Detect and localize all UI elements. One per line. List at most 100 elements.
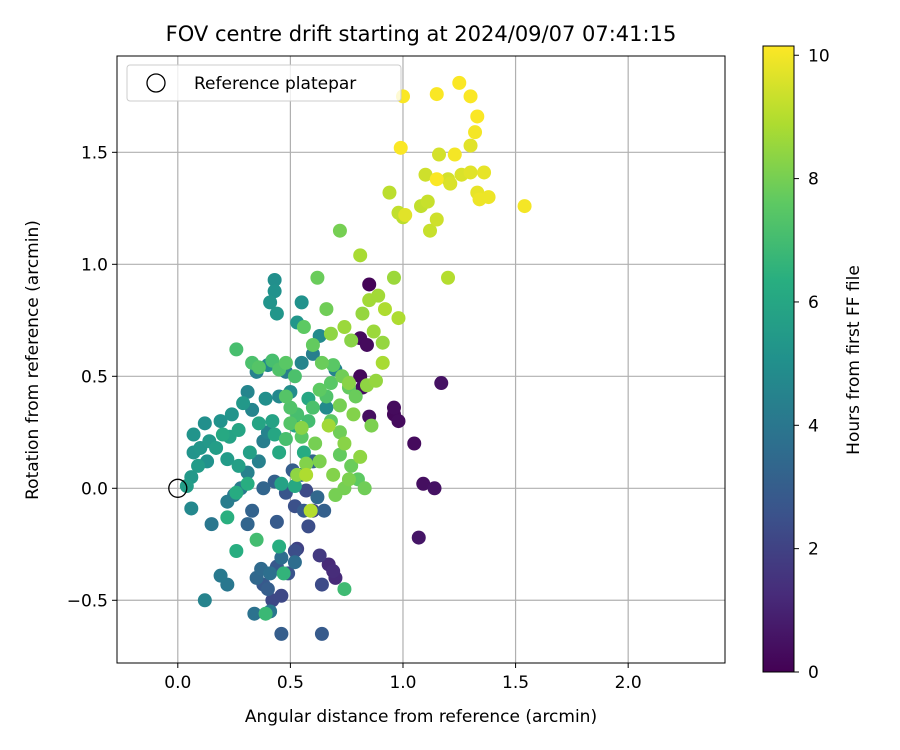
data-point	[411, 530, 426, 545]
data-point	[429, 212, 444, 227]
data-point	[359, 337, 374, 352]
data-point	[251, 454, 266, 469]
data-point	[470, 109, 485, 124]
data-point	[326, 564, 341, 579]
data-point	[312, 548, 327, 563]
colorbar-tick-label: 10	[808, 46, 830, 66]
data-point	[299, 456, 314, 471]
data-point	[263, 566, 278, 581]
data-point	[346, 407, 361, 422]
chart-title: FOV centre drift starting at 2024/09/07 …	[166, 22, 677, 46]
colorbar	[762, 45, 795, 673]
x-tick-label: 0.0	[164, 673, 191, 693]
data-point	[326, 358, 341, 373]
data-point	[287, 555, 302, 570]
data-point	[323, 326, 338, 341]
data-point	[468, 125, 483, 140]
data-point	[375, 355, 390, 370]
plot-frame	[116, 55, 726, 664]
data-point	[220, 510, 235, 525]
data-point	[269, 306, 284, 321]
data-point	[420, 194, 435, 209]
data-point	[249, 532, 264, 547]
reference-platepar-marker	[168, 478, 188, 498]
data-point	[337, 582, 352, 597]
data-point	[287, 369, 302, 384]
data-point	[319, 302, 334, 317]
data-point	[314, 626, 329, 641]
data-point	[251, 416, 266, 431]
x-tick-label: 2.0	[615, 673, 642, 693]
data-point	[231, 458, 246, 473]
data-point	[377, 302, 392, 317]
data-point	[240, 384, 255, 399]
y-tick-label: 1.0	[81, 255, 108, 275]
colorbar-tick-label: 2	[808, 540, 819, 560]
data-point	[429, 87, 444, 102]
data-point	[441, 270, 456, 285]
data-point	[272, 445, 287, 460]
data-point	[432, 147, 447, 162]
data-point	[337, 320, 352, 335]
data-point	[305, 337, 320, 352]
legend-marker-icon	[146, 73, 166, 93]
colorbar-tick-label: 8	[808, 170, 819, 190]
colorbar-tick-label: 0	[808, 663, 819, 683]
data-point	[319, 400, 334, 415]
data-point	[443, 176, 458, 191]
plot-background	[117, 56, 725, 663]
data-point	[299, 483, 314, 498]
data-point	[477, 165, 492, 180]
data-point	[357, 481, 372, 496]
legend: Reference platepar	[126, 64, 402, 102]
y-tick-label: −0.5	[67, 591, 108, 611]
data-point	[294, 295, 309, 310]
data-point	[348, 389, 363, 404]
data-point	[263, 295, 278, 310]
data-point	[197, 593, 212, 608]
data-point	[278, 432, 293, 447]
data-point	[323, 376, 338, 391]
data-point	[447, 147, 462, 162]
data-point	[274, 626, 289, 641]
data-point	[265, 414, 280, 429]
data-point	[265, 593, 280, 608]
data-point	[245, 503, 260, 518]
colorbar-label: Hours from first FF file	[844, 265, 864, 455]
data-point	[341, 472, 356, 487]
data-point	[186, 427, 201, 442]
data-point	[213, 568, 228, 583]
data-point	[303, 503, 318, 518]
data-point	[418, 167, 433, 182]
data-point	[229, 544, 244, 559]
x-tick-label: 1.5	[502, 673, 529, 693]
data-point	[204, 517, 219, 532]
colorbar-tick-label: 6	[808, 293, 819, 313]
data-point	[407, 436, 422, 451]
data-point	[229, 485, 244, 500]
data-point	[463, 165, 478, 180]
data-point	[368, 373, 383, 388]
data-point	[344, 458, 359, 473]
data-point	[272, 539, 287, 554]
y-axis-ticks: −0.5 0.0 0.5 1.0 1.5	[67, 143, 117, 611]
data-point	[274, 550, 289, 565]
data-point	[371, 288, 386, 303]
legend-label: Reference platepar	[194, 74, 356, 94]
data-point	[344, 333, 359, 348]
data-point	[328, 488, 343, 503]
data-point	[429, 172, 444, 187]
data-point	[276, 566, 291, 581]
data-point	[463, 89, 478, 104]
data-point	[452, 75, 467, 90]
x-axis-label: Angular distance from reference (arcmin)	[245, 707, 597, 727]
colorbar-tick-label: 4	[808, 416, 819, 436]
data-point	[236, 396, 251, 411]
data-point	[301, 519, 316, 534]
data-point	[296, 445, 311, 460]
data-point	[375, 335, 390, 350]
data-point	[332, 223, 347, 238]
data-point	[184, 501, 199, 516]
data-point	[517, 199, 532, 214]
data-point	[213, 414, 228, 429]
